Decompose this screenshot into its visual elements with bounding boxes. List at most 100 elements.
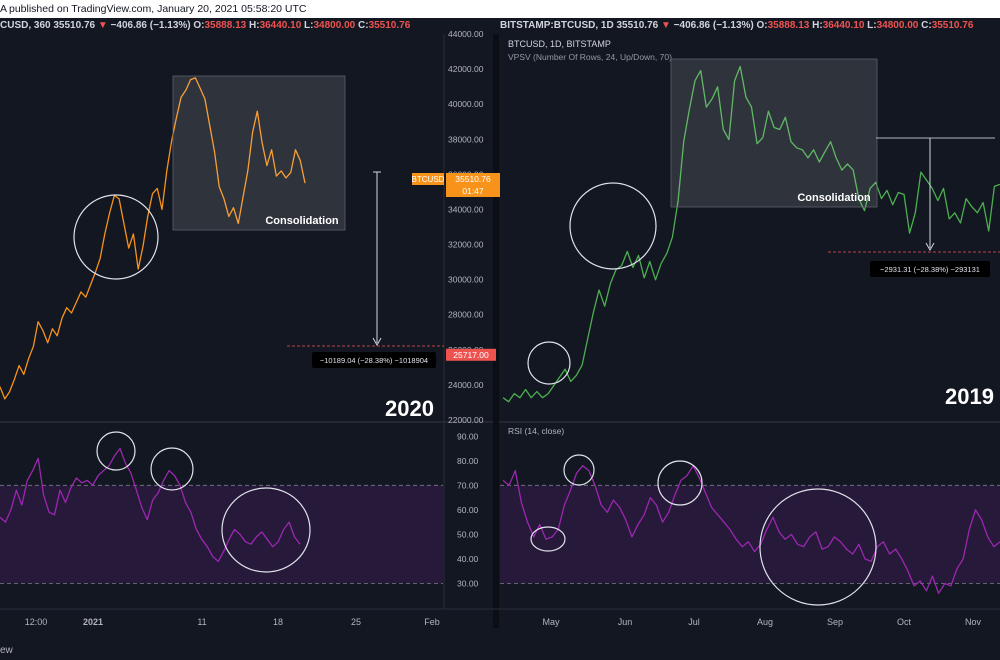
year-label: 2019 — [945, 384, 994, 409]
rsi-axis-tick: 40.00 — [457, 554, 479, 564]
right-chart-subtitle: VPSV (Number Of Rows, 24, Up/Down, 70) — [508, 52, 672, 62]
last-price-value: 35510.76 — [455, 174, 491, 184]
down-arrow-icon: ▼ — [95, 20, 110, 31]
price-axis-tick: 34000.00 — [448, 204, 484, 214]
ohlc-label: O: — [754, 20, 768, 31]
header-ohlc-row: CUSD, 360 35510.76 ▼ −406.86 (−1.13%) O:… — [0, 20, 974, 31]
rsi-axis-tick: 80.00 — [457, 456, 479, 466]
x-axis-tick: Jun — [618, 617, 633, 627]
x-axis-tick: Jul — [688, 617, 700, 627]
last-price-badge — [446, 173, 500, 197]
ohlc-label: C: — [918, 20, 931, 31]
header-price: 35510.76 — [51, 20, 96, 31]
rsi-axis-tick: 70.00 — [457, 480, 479, 490]
header-text: BITSTAMP:BTCUSD, 1D 35510.76 ▼ −406.86 (… — [500, 20, 974, 31]
rsi-highlight-circle — [530, 526, 566, 552]
x-axis-tick: 18 — [273, 617, 283, 627]
header-text: CUSD, 360 35510.76 ▼ −406.86 (−1.13%) O:… — [0, 20, 411, 31]
price-axis-tick: 32000.00 — [448, 240, 484, 250]
measure-arrow-head-icon — [372, 337, 382, 347]
bar-countdown: 01:47 — [462, 186, 484, 196]
measure-arrow-head-icon — [925, 242, 935, 252]
header-change: −406.86 (−1.13%) — [111, 20, 191, 31]
right-price-series-line — [502, 65, 1000, 403]
x-axis-tick: 11 — [197, 617, 206, 627]
measure-label: −2931.31 (−28.38%) −293131 — [880, 265, 980, 274]
header-change: −406.86 (−1.13%) — [674, 20, 754, 31]
ohlc-label: H: — [809, 20, 822, 31]
measure-label: −10189.04 (−28.38%) −1018904 — [320, 356, 428, 365]
ohlc-value: 35888.13 — [205, 20, 247, 31]
left-consolidation-box — [172, 75, 346, 231]
ohlc-value: 34800.00 — [314, 20, 356, 31]
rsi-highlight-circle — [657, 460, 703, 506]
ohlc-value: 35888.13 — [768, 20, 810, 31]
header-symbol: BITSTAMP:BTCUSD, 1D — [500, 20, 614, 31]
footer: ew — [0, 642, 1000, 660]
ohlc-label: L: — [864, 20, 876, 31]
x-axis-tick: Feb — [424, 617, 440, 627]
target-price-badge — [446, 348, 496, 361]
measure-label-box — [312, 352, 436, 368]
highlight-circle — [73, 194, 159, 280]
ohlc-label: C: — [355, 20, 368, 31]
right-consolidation-box — [670, 58, 878, 208]
ohlc-value: 35510.76 — [369, 20, 411, 31]
rsi-axis-tick: 30.00 — [457, 578, 479, 588]
x-axis-tick: 12:00 — [25, 617, 48, 627]
symbol-badge — [412, 173, 444, 185]
rsi-highlight-circle — [150, 447, 194, 491]
left-rsi-series-line — [0, 447, 301, 563]
year-label: 2020 — [385, 396, 434, 421]
rsi-highlight-circle — [96, 431, 136, 471]
right-rsi-band — [500, 485, 1000, 584]
right-chart-title: BTCUSD, 1D, BITSTAMP — [508, 39, 611, 49]
price-axis-tick: 30000.00 — [448, 275, 484, 285]
header-published: published on TradingView.com, January 20… — [9, 3, 307, 15]
rsi-axis-tick: 50.00 — [457, 529, 479, 539]
x-axis-tick: Sep — [827, 617, 843, 627]
chart-canvas: CUSD, 360 35510.76 ▼ −406.86 (−1.13%) O:… — [0, 20, 1000, 628]
highlight-circle — [527, 341, 571, 385]
x-axis-tick: Nov — [965, 617, 982, 627]
x-axis-tick: Aug — [757, 617, 773, 627]
highlight-circle — [569, 182, 657, 270]
price-axis-tick: 24000.00 — [448, 380, 484, 390]
price-axis-tick: 38000.00 — [448, 134, 484, 144]
right-consolidation-label: Consolidation — [797, 192, 871, 204]
ohlc-value: 34800.00 — [877, 20, 919, 31]
right-rsi-series-line — [502, 465, 1000, 594]
rsi-axis-tick: 90.00 — [457, 431, 479, 441]
ohlc-value: 36440.10 — [823, 20, 865, 31]
target-price-value: 25717.00 — [453, 350, 489, 360]
ohlc-label: H: — [246, 20, 259, 31]
ohlc-value: 35510.76 — [932, 20, 974, 31]
ohlc-value: 36440.10 — [260, 20, 302, 31]
left-rsi-band — [0, 485, 443, 584]
rsi-highlight-circle — [759, 488, 877, 606]
rsi-axis-tick: 60.00 — [457, 505, 479, 515]
down-arrow-icon: ▼ — [658, 20, 673, 31]
x-axis-tick: 2021 — [83, 617, 103, 627]
header-price: 35510.76 — [614, 20, 659, 31]
price-axis-tick: 28000.00 — [448, 310, 484, 320]
x-axis-tick: Oct — [897, 617, 912, 627]
right-rsi-title: RSI (14, close) — [508, 426, 564, 436]
measure-label-box — [870, 261, 990, 277]
left-price-series-line — [0, 77, 306, 400]
footer-text: ew — [0, 645, 13, 656]
rsi-highlight-circle — [221, 487, 311, 573]
header-left-user: A — [0, 3, 8, 15]
price-axis-tick: 42000.00 — [448, 64, 484, 74]
ohlc-label: L: — [301, 20, 313, 31]
symbol-badge-label: BTCUSD — [412, 175, 445, 184]
chart-header: A published on TradingView.com, January … — [0, 0, 1000, 18]
x-axis-tick: May — [542, 617, 560, 627]
left-consolidation-label: Consolidation — [265, 215, 339, 227]
price-axis-tick: 44000.00 — [448, 29, 484, 39]
price-axis-tick: 40000.00 — [448, 99, 484, 109]
rsi-highlight-circle — [563, 454, 595, 486]
x-axis-tick: 25 — [351, 617, 361, 627]
header-symbol: CUSD, 360 — [0, 20, 51, 31]
ohlc-label: O: — [191, 20, 205, 31]
